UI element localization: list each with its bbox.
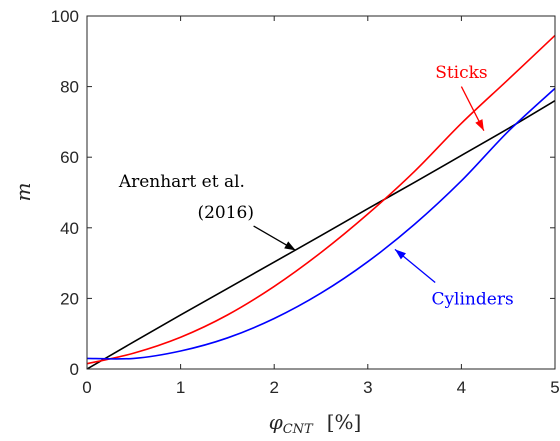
x-tick-label: 1: [176, 378, 185, 397]
x-axis-label-unit: [%]: [327, 410, 362, 434]
x-tick-label: 3: [363, 378, 372, 397]
series-line-cylinders: [87, 87, 555, 360]
x-axis-label-symbol: φ: [269, 410, 283, 434]
arenhart-label-line1: Arenhart et al.: [118, 172, 245, 192]
y-tick-label: 40: [60, 219, 79, 238]
annotation-layer: Sticks Arenhart et al. (2016) Cylinders: [118, 63, 514, 310]
x-tick-label: 0: [82, 378, 91, 397]
x-axis-label: φCNT [%]: [269, 410, 362, 437]
x-axis-label-subscript: CNT: [283, 422, 314, 437]
cylinders-label: Cylinders: [431, 289, 513, 309]
y-tick-label: 100: [51, 7, 79, 26]
series-layer: [87, 34, 555, 369]
arenhart-label-line2: (2016): [197, 203, 254, 223]
y-tick-label: 0: [70, 360, 79, 379]
y-tick-label: 20: [60, 289, 79, 308]
x-tick-label: 2: [269, 378, 278, 397]
y-tick-label: 80: [60, 78, 79, 97]
plot-area: [87, 16, 555, 369]
plot-frame: [86, 15, 556, 370]
x-tick-label: 5: [550, 378, 559, 397]
x-tick-label: 4: [457, 378, 466, 397]
ticks-layer: 0 1 2 3 4 5 0 20 40 60 80 100: [51, 7, 560, 397]
arenhart-label-line2-arrow-head: [284, 241, 296, 251]
y-axis-label: m: [11, 183, 35, 202]
y-tick-label: 60: [60, 148, 79, 167]
cylinders-label-arrow-head: [394, 249, 406, 260]
sticks-label-arrow-head: [475, 119, 484, 131]
series-line-arenhart: [87, 100, 555, 369]
series-line-sticks: [87, 34, 555, 365]
sticks-label: Sticks: [435, 63, 487, 83]
